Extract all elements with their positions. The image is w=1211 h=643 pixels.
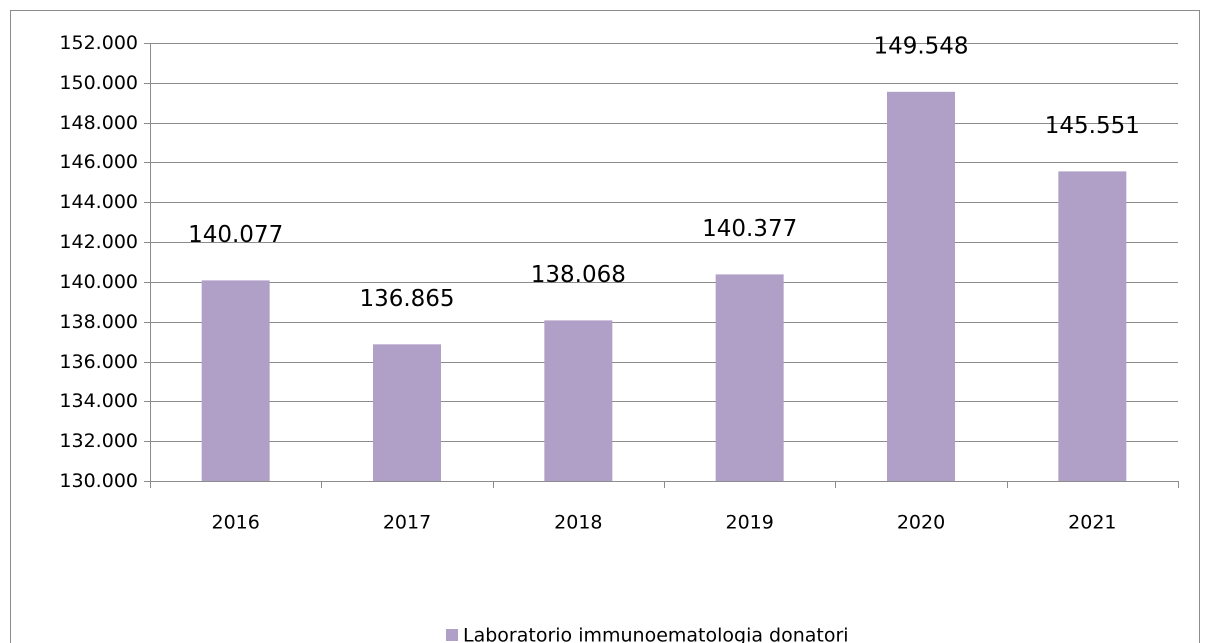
x-tick-label: 2019 (725, 512, 773, 534)
data-label: 145.551 (1045, 113, 1140, 139)
y-tick-label: 152.000 (59, 32, 138, 54)
bar (373, 344, 441, 481)
y-tick-label: 150.000 (59, 72, 138, 94)
bar (715, 274, 784, 481)
y-tick-label: 148.000 (59, 112, 138, 134)
bar (1058, 171, 1127, 481)
y-tick-label: 132.000 (59, 430, 138, 452)
bar (201, 280, 270, 481)
bar (887, 91, 955, 482)
x-tick-label: 2018 (554, 512, 602, 534)
x-tick-label: 2016 (211, 512, 259, 534)
data-label: 138.068 (531, 262, 626, 288)
legend-swatch (446, 629, 458, 641)
bar (544, 320, 613, 481)
x-tick-label: 2020 (897, 512, 945, 534)
y-tick-label: 130.000 (59, 470, 138, 492)
y-tick-label: 136.000 (59, 351, 138, 373)
y-tick-label: 134.000 (59, 390, 138, 412)
y-tick-label: 142.000 (59, 231, 138, 253)
y-tick-label: 146.000 (59, 151, 138, 173)
data-label: 140.077 (188, 222, 283, 248)
data-label: 140.377 (702, 216, 797, 242)
y-tick-label: 140.000 (59, 271, 138, 293)
y-tick-label: 144.000 (59, 191, 138, 213)
data-label: 149.548 (873, 33, 968, 59)
y-tick-label: 138.000 (59, 311, 138, 333)
data-label: 136.865 (359, 286, 454, 312)
x-tick-label: 2017 (383, 512, 431, 534)
x-tick-label: 2021 (1068, 512, 1116, 534)
legend-label: Laboratorio immunoematologia donatori (463, 625, 849, 643)
